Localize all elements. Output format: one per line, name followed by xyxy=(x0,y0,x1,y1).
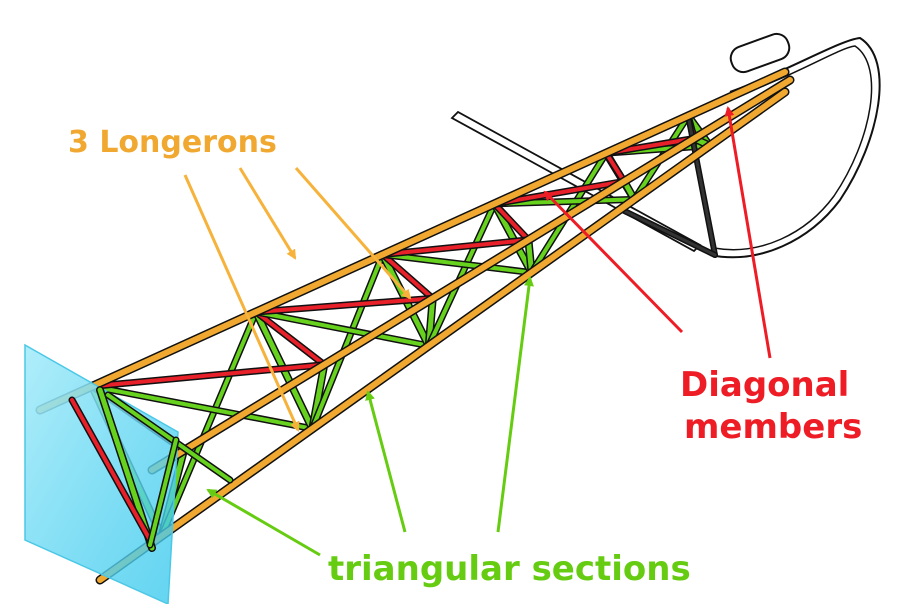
longerons-label: 3 Longerons xyxy=(68,125,277,160)
longeron-arrow-3 xyxy=(294,167,412,300)
section-arrow-1 xyxy=(206,488,321,557)
cross-section-plane xyxy=(24,343,179,604)
diagonal-members-label-line1: Diagonal xyxy=(680,365,849,405)
section-arrow-3 xyxy=(496,276,534,533)
longeron-top xyxy=(35,67,790,415)
diagonal-member xyxy=(490,200,532,244)
diagonal-member xyxy=(252,308,328,369)
longerons xyxy=(35,67,795,585)
diagonal-arrow-2 xyxy=(724,106,772,359)
longeron-arrow-2 xyxy=(238,167,297,260)
tail-strut xyxy=(617,206,718,258)
longeron-arrows xyxy=(183,167,412,432)
diagonal-arrows xyxy=(543,106,772,359)
diagonal-member xyxy=(88,361,328,390)
diagonal-member xyxy=(379,251,437,302)
diagonal-member xyxy=(490,177,628,208)
diagonal-members-label-line2: members xyxy=(684,407,862,447)
longeron-arrow-1 xyxy=(183,174,300,432)
front-section-member xyxy=(104,391,234,484)
tail-outline xyxy=(709,36,881,259)
diagonal-member xyxy=(379,236,532,259)
section-member xyxy=(425,200,498,350)
front-section-members xyxy=(68,386,234,552)
front-diagonal-member xyxy=(68,396,154,544)
section-member xyxy=(158,308,260,540)
longeron-middle xyxy=(147,75,795,475)
front-section-member xyxy=(146,436,180,549)
tail-boom-cylinder xyxy=(729,32,791,74)
section-arrows xyxy=(206,276,534,557)
diagonal-member xyxy=(252,294,437,316)
longeron-bottom xyxy=(95,87,790,585)
diagonal-arrow-1 xyxy=(543,190,684,334)
section-member xyxy=(252,308,433,350)
section-arrow-2 xyxy=(365,390,407,533)
diagonal-member xyxy=(602,149,628,185)
triangular-sections-label: triangular sections xyxy=(328,549,691,589)
section-member xyxy=(308,251,387,433)
section-member xyxy=(379,251,536,277)
section-member xyxy=(88,382,316,433)
